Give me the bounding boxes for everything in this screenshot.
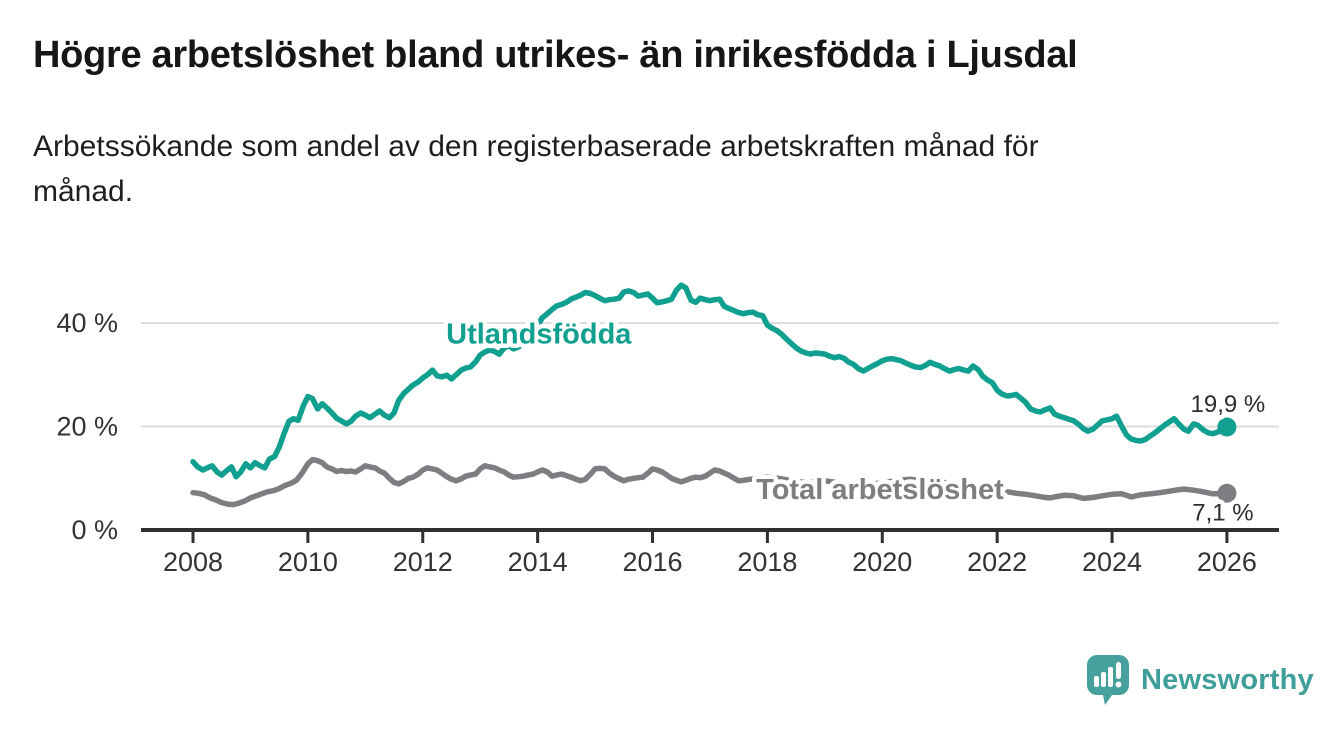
end-dot-total xyxy=(1217,483,1237,503)
newsworthy-logo: Newsworthy xyxy=(1086,654,1314,706)
x-tick-label: 2024 xyxy=(1082,547,1142,577)
page-subtitle: Arbetssökande som andel av den registerb… xyxy=(33,124,1039,214)
series-label-utlandsfodda: Utlandsfödda xyxy=(446,318,632,350)
end-value-label-total: 7,1 % xyxy=(1192,499,1253,526)
x-tick-label: 2014 xyxy=(508,547,568,577)
end-dot-utlandsfodda xyxy=(1217,417,1237,437)
logo-bar-tall xyxy=(1108,667,1113,687)
x-tick-label: 2012 xyxy=(393,547,453,577)
logo-exclamation-bar xyxy=(1116,662,1121,679)
newsworthy-logo-text: Newsworthy xyxy=(1141,663,1314,696)
subtitle-line-1: Arbetssökande som andel av den registerb… xyxy=(33,130,1039,163)
end-value-label-utlandsfodda: 19,9 % xyxy=(1191,391,1266,418)
x-tick-label: 2010 xyxy=(278,547,338,577)
logo-exclamation-dot xyxy=(1115,681,1122,688)
series-line-utlandsfodda xyxy=(190,282,1230,480)
x-tick-label: 2008 xyxy=(163,547,223,577)
y-axis-label: 20 % xyxy=(56,412,118,442)
x-tick-label: 2016 xyxy=(622,547,682,577)
logo-bar-medium xyxy=(1101,672,1106,687)
subtitle-line-2: månad. xyxy=(33,175,134,208)
y-axis-label: 0 % xyxy=(71,515,118,545)
newsworthy-logo-icon xyxy=(1087,655,1129,705)
x-tick-label: 2020 xyxy=(852,547,912,577)
logo-bar-small xyxy=(1094,676,1099,687)
x-tick-label: 2026 xyxy=(1197,547,1257,577)
series-line-total xyxy=(190,456,1230,508)
x-tick-label: 2018 xyxy=(737,547,797,577)
series-label-total: Total arbetslöshet xyxy=(756,474,1004,506)
page-title: Högre arbetslöshet bland utrikes- än inr… xyxy=(33,34,1078,76)
x-tick-label: 2022 xyxy=(967,547,1027,577)
y-axis-label: 40 % xyxy=(56,308,118,338)
